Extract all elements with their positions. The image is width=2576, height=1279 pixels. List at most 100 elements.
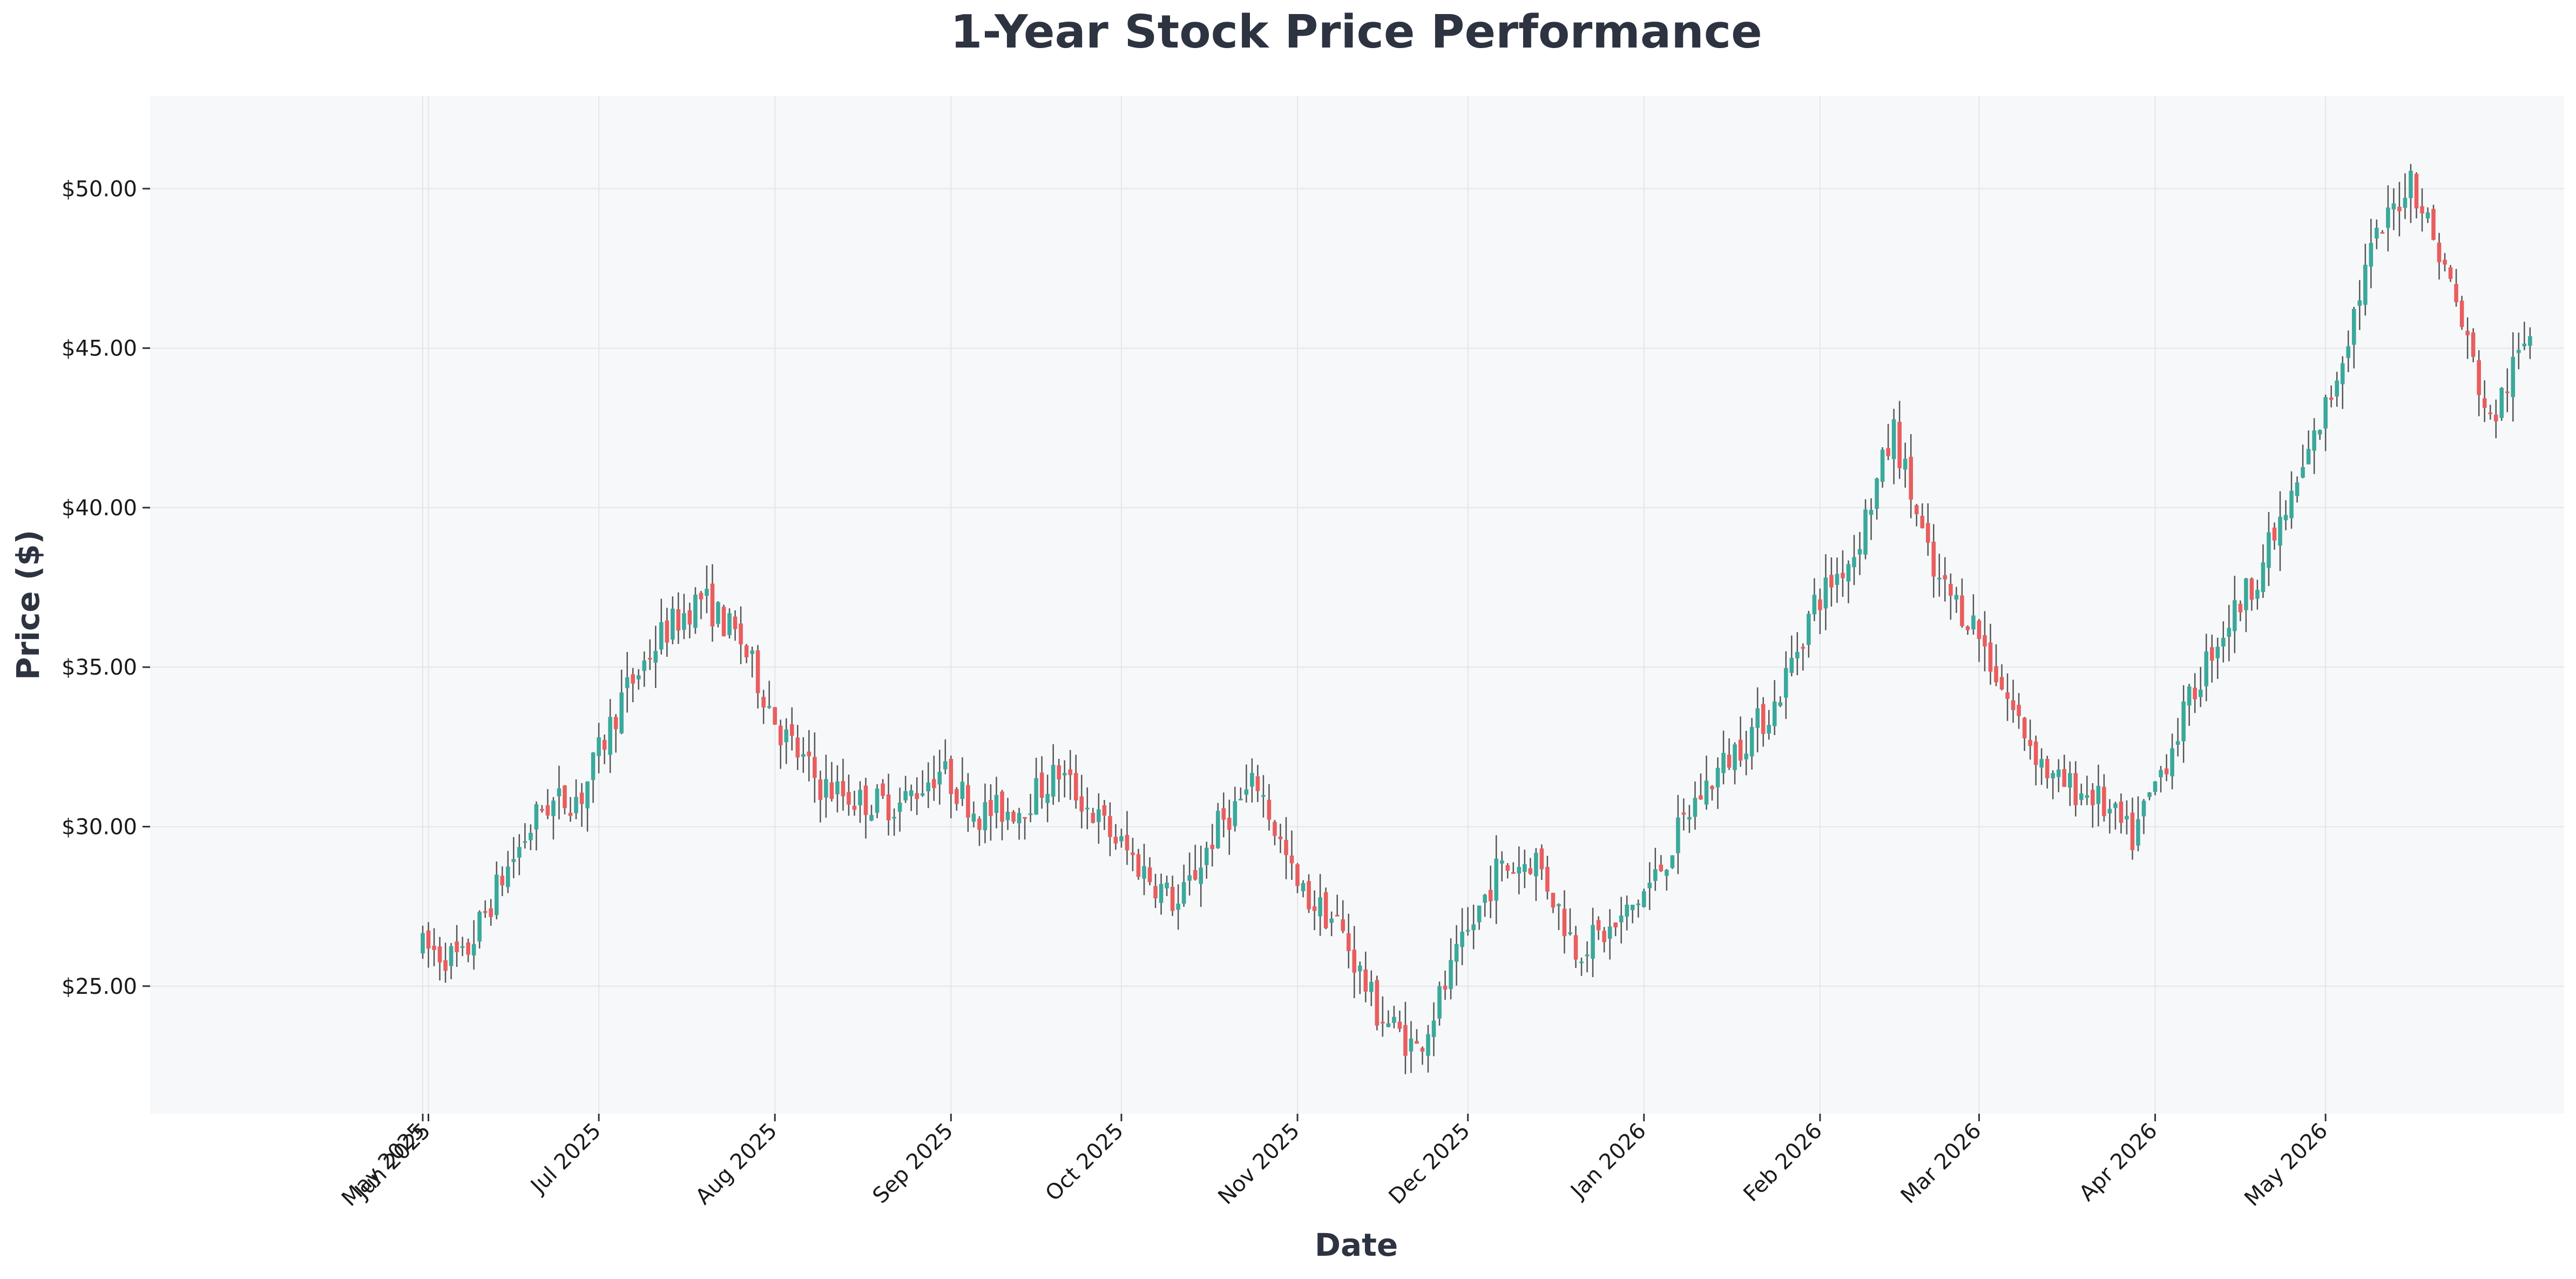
candle-down: [1039, 772, 1044, 798]
grid-lines: [150, 96, 2564, 1114]
candle-down: [2062, 769, 2067, 787]
candle-up: [1517, 867, 1522, 874]
candle-up: [1852, 557, 1856, 568]
candle-down: [1505, 865, 1510, 871]
candle-up: [653, 651, 658, 663]
candle-down: [426, 930, 431, 949]
chart-title: 1-Year Stock Price Performance: [950, 5, 1762, 59]
candle-down: [1988, 642, 1993, 672]
candle-up: [2153, 781, 2158, 792]
candle-down: [665, 620, 670, 643]
candle-down: [744, 645, 749, 657]
candle-up: [2198, 689, 2203, 697]
candle-up: [1607, 926, 1612, 939]
candle-up: [1715, 768, 1720, 787]
candle-down: [455, 941, 459, 952]
candle-down: [1602, 931, 1606, 943]
plot-area: [150, 96, 2564, 1114]
candle-down: [1488, 890, 1493, 901]
candle-down: [1551, 893, 1556, 908]
candle-up: [1386, 1023, 1391, 1027]
candle-up: [1807, 614, 1811, 645]
candle-down: [795, 737, 800, 758]
candle-up: [2357, 300, 2362, 306]
x-tick-label: Aug 2025: [691, 1119, 782, 1210]
candle-up: [1494, 858, 1499, 901]
candle-down: [886, 794, 891, 820]
candle-down: [1131, 852, 1135, 856]
y-tick-label: $45.00: [62, 336, 137, 361]
candle-down: [2397, 206, 2402, 212]
candle-up: [1579, 961, 1584, 964]
candle-up: [2295, 482, 2300, 496]
candle-up: [2175, 741, 2180, 745]
candle-up: [1454, 944, 1459, 962]
candle-up: [693, 594, 698, 628]
candle-up: [2289, 490, 2294, 519]
candle-up: [477, 912, 482, 942]
candle-up: [534, 804, 539, 830]
candle-down: [813, 757, 817, 778]
candle-up: [1301, 883, 1306, 892]
x-tick-label: Nov 2025: [1213, 1119, 1304, 1210]
candle-up: [1499, 860, 1504, 864]
candle-down: [1125, 834, 1130, 851]
candle-down: [2493, 414, 2498, 422]
candle-down: [1920, 515, 1925, 528]
candle-up: [2301, 467, 2305, 478]
candle-down: [1323, 892, 1328, 928]
candle-up: [1176, 904, 1180, 910]
candle-down: [2380, 232, 2385, 234]
candle-down: [1346, 933, 1351, 952]
candle-down: [2238, 603, 2243, 612]
candle-down: [613, 717, 618, 729]
candle-up: [1687, 817, 1692, 820]
candle-up: [619, 692, 624, 733]
candle-up: [1426, 1034, 1430, 1056]
candle-down: [1091, 812, 1096, 823]
candle-down: [863, 785, 868, 816]
candle-up: [1636, 903, 1641, 905]
candle-down: [1841, 573, 1845, 578]
candle-up: [1483, 894, 1487, 903]
x-tick-label: May 2026: [2240, 1119, 2332, 1211]
candle-up: [2317, 430, 2322, 435]
candle-up: [875, 788, 880, 813]
candle-up: [2312, 430, 2316, 451]
candle-down: [1949, 584, 1953, 596]
candle-up: [937, 772, 942, 785]
candle-up: [2346, 346, 2351, 358]
candle-up: [1062, 773, 1067, 776]
candle-up: [2267, 532, 2271, 568]
candle-up: [2511, 356, 2516, 398]
candle-down: [500, 876, 505, 886]
candle-down: [2437, 243, 2442, 262]
candle-up: [1954, 595, 1959, 600]
candle-down: [2073, 773, 2078, 805]
candle-down: [818, 779, 823, 800]
candle-up: [1772, 701, 1777, 726]
candle-up: [1477, 905, 1482, 923]
candle-up: [1085, 807, 1090, 810]
candle-up: [1187, 875, 1192, 881]
candle-up: [1119, 836, 1124, 842]
candle-up: [2244, 578, 2248, 610]
candle-down: [687, 610, 692, 625]
candle-down: [1699, 795, 1703, 800]
candle-up: [2499, 388, 2504, 418]
candle-down: [1539, 848, 1544, 870]
candle-up: [2335, 380, 2339, 397]
candle-down: [1102, 805, 1107, 816]
candle-down: [2431, 208, 2436, 240]
candle-down: [568, 812, 573, 816]
candle-down: [2091, 790, 2095, 805]
candle-down: [1965, 626, 1970, 630]
candle-up: [529, 832, 533, 840]
candle-up: [750, 650, 754, 654]
candle-down: [631, 674, 635, 684]
candle-down: [1267, 799, 1272, 820]
candle-up: [1863, 509, 1868, 555]
candle-up: [2403, 198, 2408, 208]
candle-down: [931, 779, 936, 789]
candle-up: [909, 790, 914, 797]
